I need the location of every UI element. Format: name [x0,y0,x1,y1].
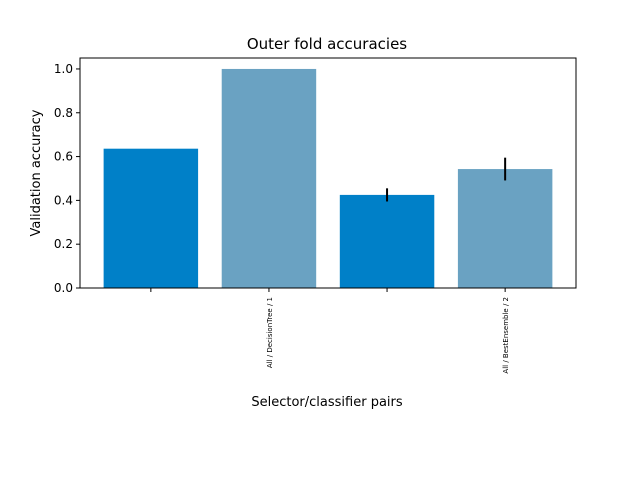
x-tick-label-1: All / DecisionTree / 1 [266,297,274,368]
bar-3 [339,194,435,288]
y-tick-label-3: 0.6 [54,150,73,164]
plot-area: 0.0 0.2 0.4 0.6 0.8 1.0 All / DecisionTree / 1… [54,57,577,374]
bar-4 [457,169,553,288]
y-tick-label-1: 0.2 [54,237,73,251]
x-tick-label-3: All / BestEnsemble / 2 [502,297,510,374]
bar-1 [103,148,199,288]
axes-frame [79,57,577,289]
y-axis-label: Validation accuracy [29,109,44,236]
chart-title: Outer fold accuracies [247,35,407,53]
y-tick-label-0: 0.0 [54,281,73,295]
y-tick-label-4: 0.8 [54,106,73,120]
y-tick-label-5: 1.0 [54,62,73,76]
x-axis-label: Selector/classifier pairs [251,395,403,410]
y-tick-label-2: 0.4 [54,193,73,207]
bar-2 [221,68,317,288]
